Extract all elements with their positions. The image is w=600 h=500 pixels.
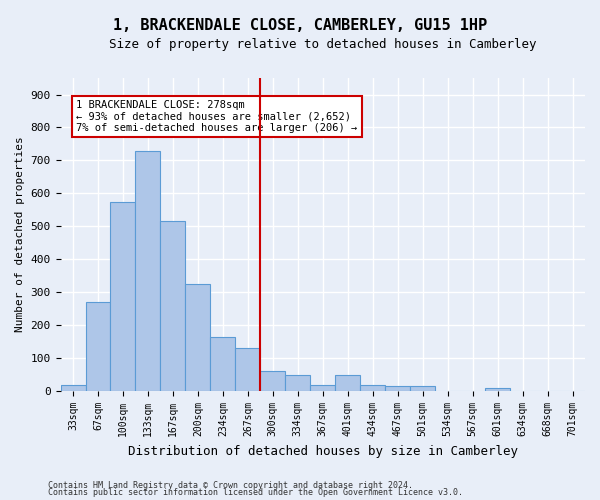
Bar: [86, 302, 110, 391]
Y-axis label: Number of detached properties: Number of detached properties: [15, 136, 25, 332]
Bar: [211, 337, 235, 391]
Bar: [385, 386, 410, 391]
Title: Size of property relative to detached houses in Camberley: Size of property relative to detached ho…: [109, 38, 536, 51]
Bar: [360, 384, 385, 391]
Bar: [286, 374, 310, 391]
Bar: [110, 202, 136, 391]
Bar: [160, 222, 185, 391]
Text: 1 BRACKENDALE CLOSE: 278sqm
← 93% of detached houses are smaller (2,652)
7% of s: 1 BRACKENDALE CLOSE: 278sqm ← 93% of det…: [76, 100, 358, 133]
Bar: [136, 150, 160, 391]
Bar: [235, 348, 260, 391]
Bar: [260, 372, 286, 391]
Text: Contains HM Land Registry data © Crown copyright and database right 2024.: Contains HM Land Registry data © Crown c…: [48, 480, 413, 490]
Bar: [410, 386, 435, 391]
X-axis label: Distribution of detached houses by size in Camberley: Distribution of detached houses by size …: [128, 444, 518, 458]
Bar: [310, 384, 335, 391]
Bar: [185, 284, 211, 391]
Text: 1, BRACKENDALE CLOSE, CAMBERLEY, GU15 1HP: 1, BRACKENDALE CLOSE, CAMBERLEY, GU15 1H…: [113, 18, 487, 32]
Bar: [335, 374, 360, 391]
Bar: [61, 384, 86, 391]
Bar: [485, 388, 510, 391]
Text: Contains public sector information licensed under the Open Government Licence v3: Contains public sector information licen…: [48, 488, 463, 497]
